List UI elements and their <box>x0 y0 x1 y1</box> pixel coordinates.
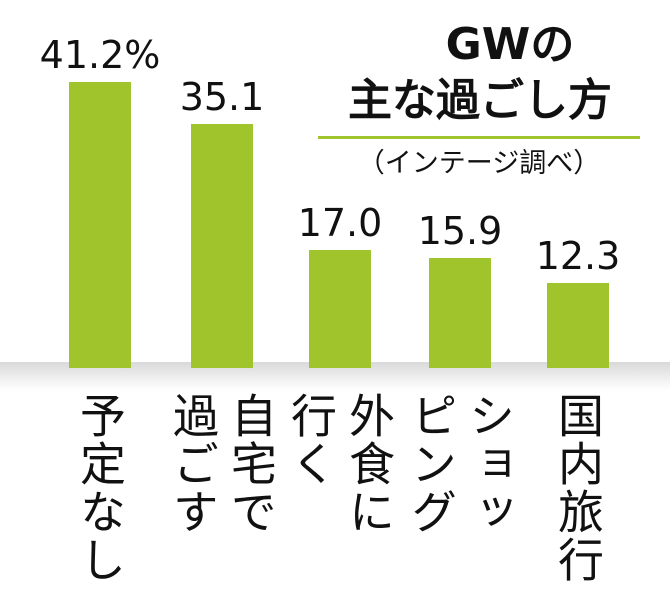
data-label: 15.9 <box>417 208 503 253</box>
title-rule <box>318 136 640 139</box>
x-tick-label: ショッ <box>462 392 516 536</box>
data-label: 35.1 <box>179 75 265 120</box>
bar <box>547 282 609 368</box>
bar <box>429 257 491 368</box>
chart-title: 主な過ごし方 <box>348 75 612 126</box>
chart-subtitle: （インテージ調べ） <box>357 148 601 179</box>
x-tick-label: 過ごす <box>166 392 220 536</box>
data-label: 41.2% <box>39 33 161 77</box>
x-tick-label: 外食に <box>342 392 396 536</box>
bar <box>309 249 371 368</box>
x-tick-label: 国内旅行 <box>551 392 605 584</box>
data-label: 12.3 <box>535 233 621 278</box>
x-tick-label: 行く <box>284 392 338 488</box>
x-tick-label: 予定なし <box>73 392 127 584</box>
bar <box>191 124 253 368</box>
x-tick-label: 自宅で <box>224 392 278 536</box>
x-tick-label: ピング <box>404 392 458 536</box>
data-label: 17.0 <box>297 200 383 245</box>
chart-title: GWの <box>445 19 575 70</box>
bar <box>69 82 131 368</box>
